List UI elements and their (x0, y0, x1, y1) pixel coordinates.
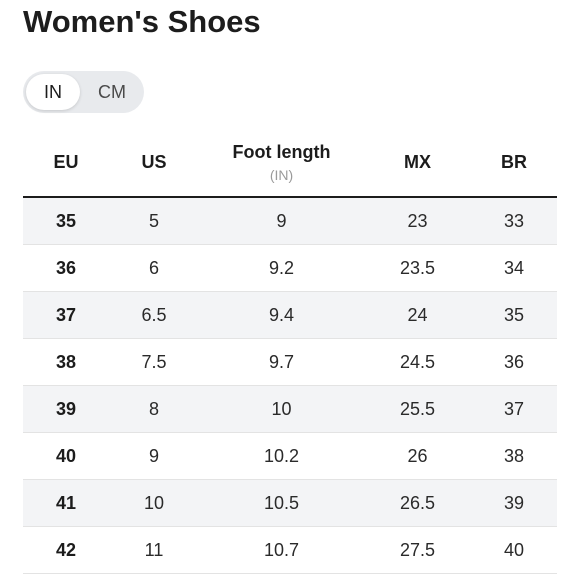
cell-mx: 24 (364, 291, 471, 339)
cell-us: 7.5 (109, 338, 199, 386)
cell-eu: 36 (23, 244, 109, 292)
header-row: EU US Foot length (IN) MX BR (23, 128, 557, 198)
cell-foot-length: 10.7 (199, 526, 364, 574)
cell-mx: 26.5 (364, 479, 471, 527)
cell-foot-length: 9.4 (199, 291, 364, 339)
size-table: EU US Foot length (IN) MX BR 35 5 9 23 3… (23, 128, 557, 574)
cell-br: 39 (471, 479, 557, 527)
cell-foot-length: 9.7 (199, 338, 364, 386)
table-row: 35 5 9 23 33 (23, 197, 557, 245)
table-row: 41 10 10.5 26.5 39 (23, 479, 557, 527)
cell-br: 37 (471, 385, 557, 433)
table-row: 37 6.5 9.4 24 35 (23, 291, 557, 339)
header-br: BR (471, 128, 557, 198)
cell-foot-length: 10.2 (199, 432, 364, 480)
cell-eu: 42 (23, 526, 109, 574)
cell-foot-length: 10 (199, 385, 364, 433)
cell-eu: 40 (23, 432, 109, 480)
cell-us: 11 (109, 526, 199, 574)
table-row: 38 7.5 9.7 24.5 36 (23, 338, 557, 386)
cell-br: 33 (471, 197, 557, 245)
cell-mx: 24.5 (364, 338, 471, 386)
header-foot-length-unit: (IN) (269, 166, 294, 183)
cell-us: 6 (109, 244, 199, 292)
header-us: US (109, 128, 199, 198)
cell-us: 9 (109, 432, 199, 480)
unit-option-cm[interactable]: CM (98, 82, 126, 102)
cell-foot-length: 10.5 (199, 479, 364, 527)
cell-foot-length: 9.2 (199, 244, 364, 292)
cell-br: 34 (471, 244, 557, 292)
cell-foot-length: 9 (199, 197, 364, 245)
cell-mx: 23 (364, 197, 471, 245)
table-row: 40 9 10.2 26 38 (23, 432, 557, 480)
cell-us: 6.5 (109, 291, 199, 339)
cell-br: 35 (471, 291, 557, 339)
cell-eu: 37 (23, 291, 109, 339)
cell-mx: 25.5 (364, 385, 471, 433)
cell-mx: 27.5 (364, 526, 471, 574)
table-header: EU US Foot length (IN) MX BR (23, 128, 557, 198)
cell-br: 36 (471, 338, 557, 386)
cell-us: 5 (109, 197, 199, 245)
table-row: 39 8 10 25.5 37 (23, 385, 557, 433)
cell-mx: 26 (364, 432, 471, 480)
table-row: 36 6 9.2 23.5 34 (23, 244, 557, 292)
header-mx: MX (364, 128, 471, 198)
cell-eu: 41 (23, 479, 109, 527)
table-body: 35 5 9 23 33 36 6 9.2 23.5 34 37 6.5 9.4… (23, 197, 557, 574)
unit-toggle[interactable]: IN CM (23, 71, 144, 113)
cell-us: 10 (109, 479, 199, 527)
cell-mx: 23.5 (364, 244, 471, 292)
table-row: 42 11 10.7 27.5 40 (23, 526, 557, 574)
unit-option-in[interactable]: IN (26, 74, 80, 110)
cell-br: 38 (471, 432, 557, 480)
header-eu: EU (23, 128, 109, 198)
cell-us: 8 (109, 385, 199, 433)
page-title: Women's Shoes (23, 4, 261, 39)
cell-br: 40 (471, 526, 557, 574)
header-foot-length: Foot length (IN) (199, 128, 364, 198)
header-foot-length-label: Foot length (232, 141, 331, 162)
cell-eu: 39 (23, 385, 109, 433)
cell-eu: 38 (23, 338, 109, 386)
cell-eu: 35 (23, 197, 109, 245)
